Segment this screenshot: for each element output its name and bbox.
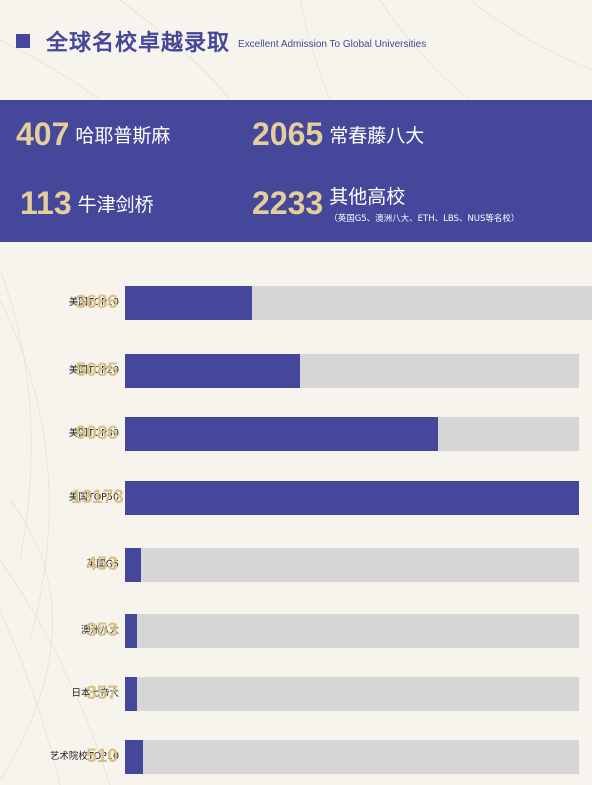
stat-number: 2065	[252, 116, 324, 152]
bar-fill	[125, 481, 579, 515]
bar-value-label: 453	[86, 554, 118, 575]
bar-value-label: 13173	[71, 487, 124, 508]
bar-category-label: 澳洲八大	[80, 625, 119, 636]
bar-fill	[125, 614, 137, 648]
stat-number: 407	[16, 116, 70, 152]
bar-fill	[125, 548, 141, 582]
bar-value-label: 510	[86, 746, 118, 767]
stat-note: （英国G5、澳洲八大、ETH、LBS、NUS等名校）	[329, 214, 520, 224]
bar-value-label: 3686	[75, 292, 118, 313]
bar-value-label: 9086	[75, 423, 118, 444]
stat-item: 2065 常春藤八大	[252, 116, 424, 153]
stat-item: 2233 其他高校 （英国G5、澳洲八大、ETH、LBS、NUS等名校）	[252, 182, 520, 225]
bar-value-label: 357	[86, 683, 118, 704]
bar-category-label: 美国TOP20	[68, 365, 119, 376]
bar-category-label: 艺术院校TOP10	[49, 751, 119, 762]
header-square-icon	[16, 34, 30, 48]
bar-track	[125, 614, 579, 648]
bar-track	[125, 740, 579, 774]
bar-fill	[125, 740, 143, 774]
bar-category-label: 美国TOP30	[68, 428, 119, 439]
admission-bar-chart: 美国TOP10 3686 美国TOP20 5085 美国TOP30 9086 美国TOP50…	[0, 270, 592, 785]
bar-row: 日本七帝大 357	[0, 677, 592, 711]
bar-value-label: 5085	[75, 360, 118, 381]
stat-label: 常春藤八大	[329, 125, 425, 147]
bar-row: 美国TOP30 9086	[0, 417, 592, 451]
bar-row: 美国TOP10 3686	[0, 286, 592, 320]
bar-fill	[125, 286, 252, 320]
section-header: 全球名校卓越录取 Excellent Admission To Global U…	[16, 26, 426, 56]
bar-category-label: 美国TOP10	[68, 297, 119, 308]
bar-value-label: 353	[86, 620, 118, 641]
bar-row: 艺术院校TOP10 510	[0, 740, 592, 774]
stat-label: 牛津剑桥	[77, 194, 154, 216]
bar-row: 澳洲八大 353	[0, 614, 592, 648]
stat-label: 其他高校	[329, 186, 406, 208]
bar-category-label: 英国G5	[86, 559, 119, 570]
stat-item: 407 哈耶普斯麻	[16, 116, 170, 153]
bar-row: 美国TOP50 13173	[0, 481, 592, 515]
bar-fill	[125, 677, 137, 711]
stat-label: 哈耶普斯麻	[75, 125, 171, 147]
bar-category-label: 日本七帝大	[71, 688, 119, 699]
bar-row: 英国G5 453	[0, 548, 592, 582]
bar-track	[125, 548, 579, 582]
stat-number: 2233	[252, 184, 324, 221]
stat-item: 113 牛津剑桥	[20, 185, 154, 222]
page-title: 全球名校卓越录取	[46, 31, 231, 56]
bar-category-label: 美国TOP50	[68, 492, 119, 503]
page-subtitle: Excellent Admission To Global Universiti…	[238, 38, 427, 50]
stat-number: 113	[20, 185, 72, 221]
bar-fill	[125, 417, 438, 451]
bar-row: 美国TOP20 5085	[0, 354, 592, 388]
stats-band: 407 哈耶普斯麻 2065 常春藤八大 113 牛津剑桥 2233 其他高校 …	[0, 100, 592, 242]
bar-track	[125, 677, 579, 711]
bar-fill	[125, 354, 300, 388]
